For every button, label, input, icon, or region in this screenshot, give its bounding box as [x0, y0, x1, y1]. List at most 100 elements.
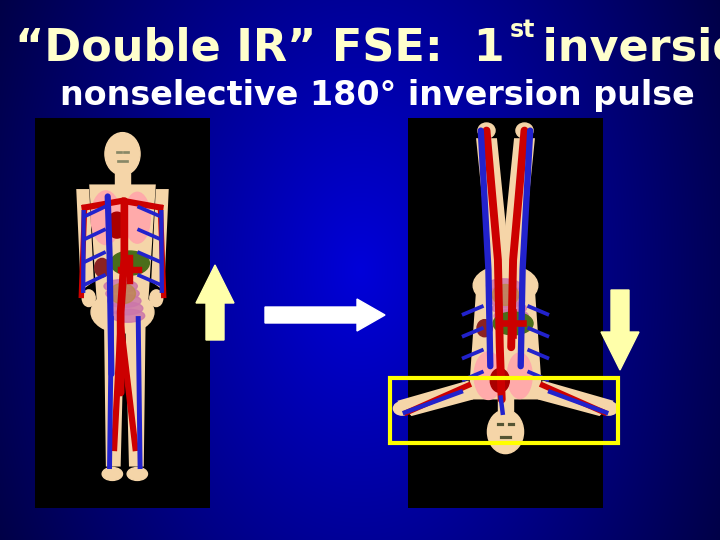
Bar — [0, 363, 720, 364]
Bar — [0, 455, 720, 456]
Bar — [0, 127, 720, 128]
Bar — [0, 465, 720, 466]
Bar — [0, 275, 720, 276]
Bar — [0, 482, 720, 483]
Bar — [0, 80, 720, 81]
Polygon shape — [476, 138, 511, 279]
Bar — [0, 247, 720, 248]
Polygon shape — [538, 381, 613, 416]
Bar — [0, 397, 720, 398]
Bar — [0, 149, 720, 150]
Bar — [0, 364, 720, 365]
Ellipse shape — [102, 468, 122, 481]
Bar — [0, 296, 720, 297]
Bar — [0, 441, 720, 442]
Bar — [0, 496, 720, 497]
Bar — [0, 462, 720, 463]
Bar — [0, 63, 720, 64]
Ellipse shape — [477, 320, 492, 337]
Bar — [0, 410, 720, 411]
Bar — [0, 19, 720, 20]
Bar — [0, 187, 720, 188]
Bar — [0, 61, 720, 62]
Bar — [0, 522, 720, 523]
Bar — [0, 143, 720, 144]
Bar — [0, 449, 720, 450]
Bar — [0, 369, 720, 370]
Bar — [0, 39, 720, 40]
Bar — [0, 90, 720, 91]
Bar — [0, 388, 720, 389]
Bar — [0, 82, 720, 83]
Bar — [0, 60, 720, 61]
Bar — [0, 140, 720, 141]
Bar — [0, 46, 720, 47]
Bar — [0, 412, 720, 413]
Bar — [0, 134, 720, 135]
Bar — [0, 402, 720, 403]
Bar — [0, 3, 720, 4]
Bar — [0, 330, 720, 331]
Bar — [0, 1, 720, 2]
Bar — [0, 152, 720, 153]
Bar — [0, 526, 720, 527]
Bar — [0, 2, 720, 3]
Bar — [0, 314, 720, 315]
Bar — [0, 483, 720, 484]
Ellipse shape — [473, 266, 538, 306]
Bar — [0, 50, 720, 51]
Bar — [0, 131, 720, 132]
Ellipse shape — [474, 352, 503, 400]
Bar — [0, 188, 720, 189]
Bar — [0, 148, 720, 149]
Text: nonselective 180° inversion pulse: nonselective 180° inversion pulse — [60, 79, 695, 112]
Bar — [0, 309, 720, 310]
Bar — [0, 283, 720, 284]
Bar — [0, 105, 720, 106]
Bar — [0, 326, 720, 327]
Bar — [0, 431, 720, 432]
Bar — [0, 297, 720, 298]
Bar — [0, 217, 720, 218]
Bar — [0, 390, 720, 391]
Bar — [0, 448, 720, 449]
Bar — [0, 425, 720, 426]
Bar — [0, 341, 720, 342]
Bar — [0, 241, 720, 242]
Bar — [0, 396, 720, 397]
Bar — [0, 137, 720, 138]
Bar — [0, 192, 720, 193]
Bar — [0, 206, 720, 207]
Bar — [0, 395, 720, 396]
Bar — [0, 272, 720, 273]
Bar — [0, 508, 720, 509]
Bar — [0, 370, 720, 371]
Bar — [0, 463, 720, 464]
Bar — [0, 442, 720, 443]
Bar — [0, 336, 720, 337]
Bar — [0, 485, 720, 486]
Polygon shape — [89, 185, 156, 300]
Bar — [0, 219, 720, 220]
Bar — [0, 466, 720, 467]
Bar — [0, 327, 720, 328]
Bar — [0, 52, 720, 53]
Bar — [0, 287, 720, 288]
Ellipse shape — [487, 410, 523, 454]
Bar — [0, 493, 720, 494]
Bar — [0, 81, 720, 82]
Bar — [0, 344, 720, 345]
Bar — [0, 375, 720, 376]
Bar — [0, 320, 720, 321]
Bar — [0, 233, 720, 234]
Bar — [0, 376, 720, 377]
Bar — [0, 280, 720, 281]
Bar — [0, 487, 720, 488]
Bar — [0, 41, 720, 42]
Bar — [0, 183, 720, 184]
Bar — [0, 505, 720, 506]
Bar — [0, 210, 720, 211]
Bar — [0, 231, 720, 232]
Bar — [0, 298, 720, 299]
Bar — [0, 79, 720, 80]
